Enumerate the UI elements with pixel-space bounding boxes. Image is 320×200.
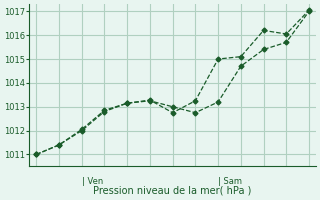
Text: | Sam: | Sam — [218, 177, 242, 186]
X-axis label: Pression niveau de la mer( hPa ): Pression niveau de la mer( hPa ) — [93, 186, 252, 196]
Text: | Ven: | Ven — [82, 177, 103, 186]
